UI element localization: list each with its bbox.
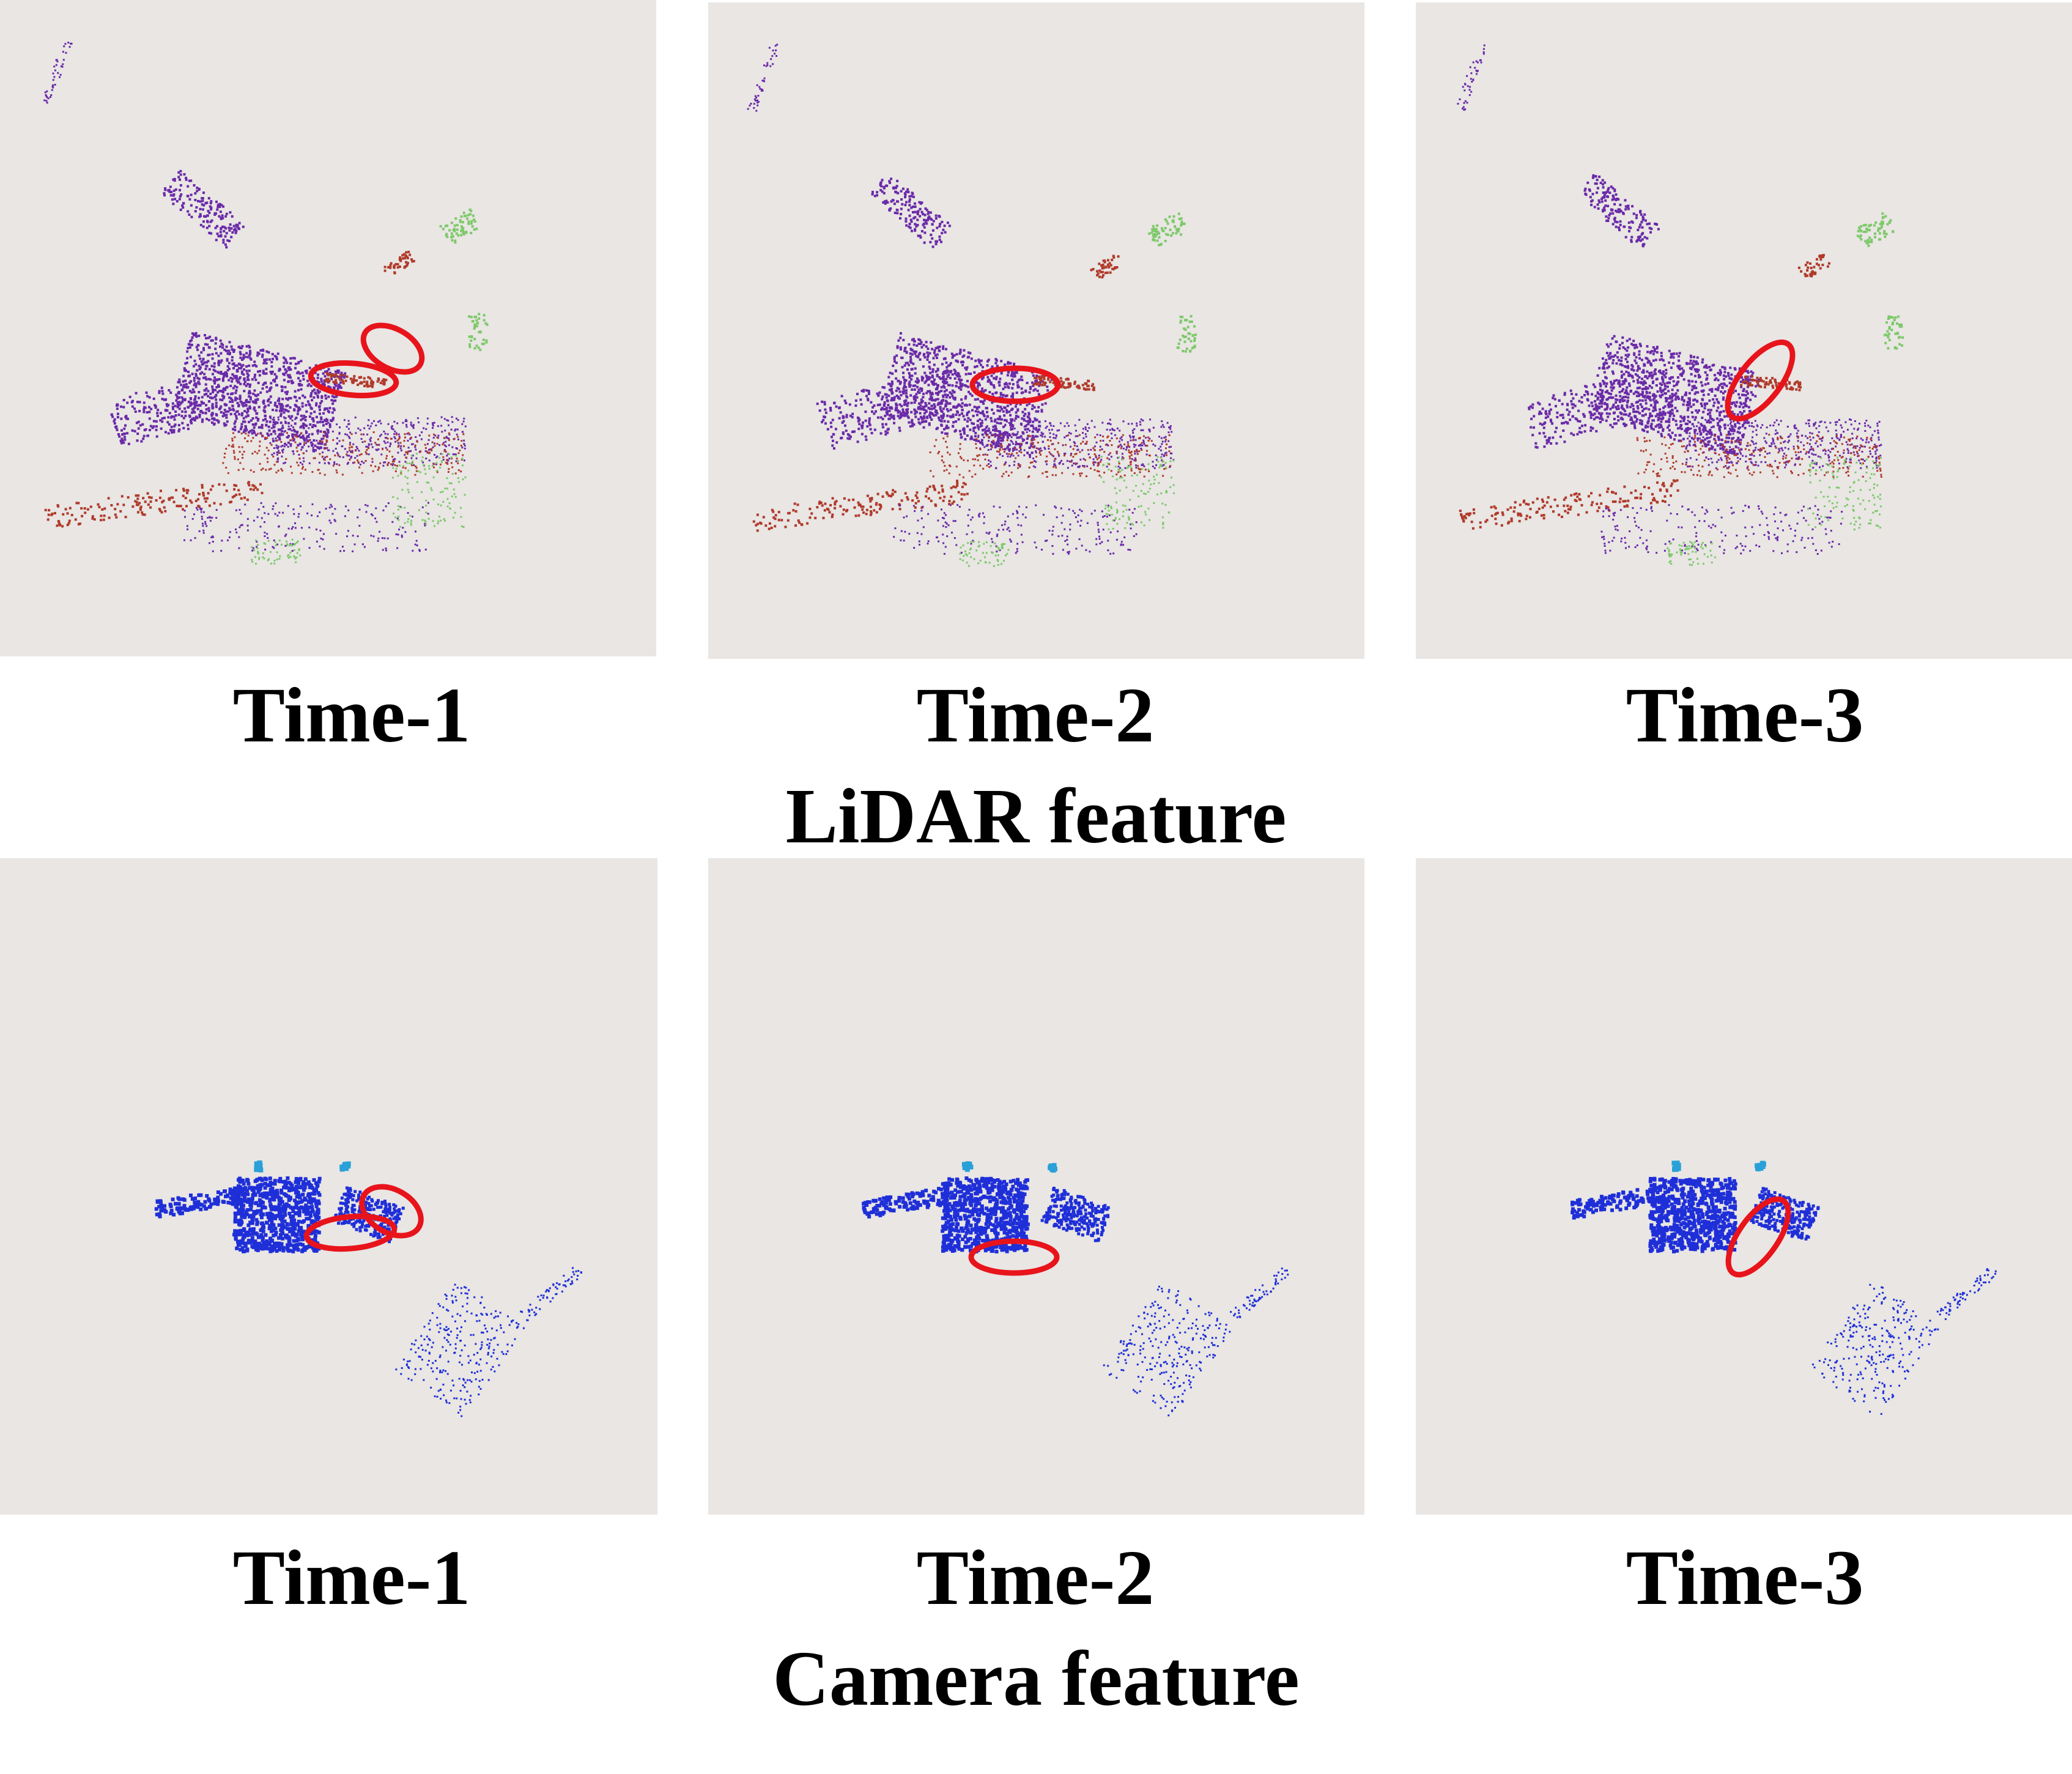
camera-panel-time-1 bbox=[0, 858, 657, 1515]
camera-pointcloud-time-2 bbox=[862, 1161, 1289, 1417]
camera-row-title: Camera feature bbox=[772, 1635, 1300, 1722]
camera-pointcloud-time-3 bbox=[1571, 1160, 1997, 1415]
highlight-ellipse bbox=[969, 365, 1061, 404]
camera-panel-time-3 bbox=[1416, 858, 2072, 1515]
highlight-ellipse bbox=[360, 322, 425, 375]
highlight-ellipse bbox=[1725, 1196, 1791, 1278]
lidar-points bbox=[747, 43, 1197, 567]
highlight-ellipse bbox=[1725, 340, 1796, 421]
camera-blobs bbox=[154, 1160, 582, 1417]
lidar-row-title: LiDAR feature bbox=[785, 773, 1287, 859]
camera-blobs bbox=[1571, 1160, 1997, 1415]
lidar-pointcloud-time-1 bbox=[43, 42, 489, 565]
highlight-ellipse bbox=[359, 1184, 424, 1239]
camera-caption-time-2: Time-2 bbox=[916, 1534, 1155, 1621]
lidar-points bbox=[43, 42, 489, 565]
camera-panel-time-2 bbox=[708, 858, 1364, 1515]
lidar-caption-time-2: Time-2 bbox=[916, 672, 1155, 759]
camera-caption-time-3: Time-3 bbox=[1626, 1534, 1864, 1621]
camera-blobs bbox=[862, 1161, 1289, 1417]
lidar-pointcloud-time-3 bbox=[1457, 44, 1904, 566]
lidar-panel-time-1 bbox=[0, 0, 656, 656]
highlight-ellipse bbox=[308, 360, 399, 399]
lidar-caption-time-1: Time-1 bbox=[232, 672, 471, 759]
camera-pointcloud-time-1 bbox=[154, 1160, 582, 1417]
lidar-caption-time-3: Time-3 bbox=[1626, 672, 1864, 759]
lidar-panel-time-2 bbox=[708, 2, 1364, 659]
lidar-panel-time-3 bbox=[1416, 2, 2072, 659]
lidar-pointcloud-time-2 bbox=[747, 43, 1197, 567]
highlight-ellipse bbox=[968, 1238, 1060, 1276]
highlight-ellipse bbox=[303, 1213, 398, 1252]
camera-caption-time-1: Time-1 bbox=[232, 1534, 471, 1621]
lidar-points bbox=[1457, 44, 1904, 566]
